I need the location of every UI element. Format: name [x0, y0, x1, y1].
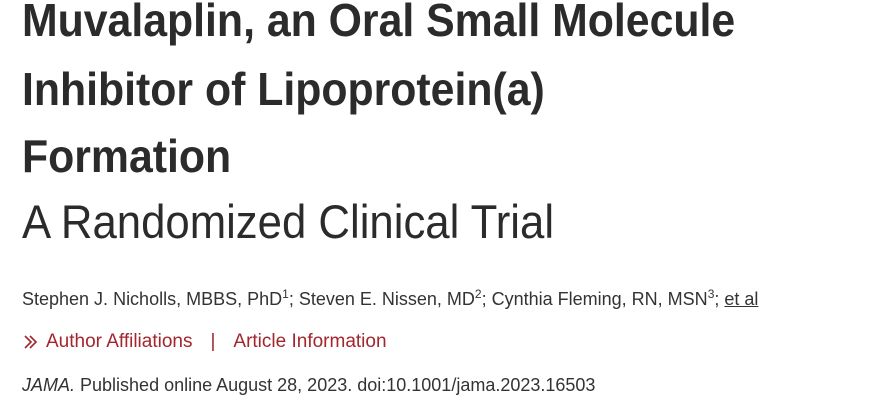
- chevron-icon: [24, 335, 38, 349]
- author-name: Steven E. Nissen, MD: [298, 289, 475, 309]
- authors: Stephen J. Nicholls, MBBS, PhD1; Steven …: [22, 282, 758, 311]
- title-line: Inhibitor of Lipoprotein(a): [22, 63, 545, 115]
- section-link[interactable]: Author Affiliations: [46, 331, 193, 352]
- affiliation-number: 3: [707, 287, 715, 301]
- separator: ;: [481, 289, 487, 309]
- citation-text: Published online August 28, 2023. doi:10…: [80, 375, 596, 395]
- journal-name: JAMA.: [22, 375, 76, 395]
- chevron: [24, 335, 38, 349]
- affiliation-number: 2: [474, 287, 482, 301]
- subtitle: A Randomized Clinical Trial: [22, 195, 555, 248]
- title-line: Formation: [22, 130, 232, 182]
- author-name: Cynthia Fleming, RN, MSN: [491, 289, 708, 309]
- links: Author Affiliations | Article Information: [22, 330, 387, 354]
- et-al-link[interactable]: et al: [724, 289, 759, 309]
- author-name: Stephen J. Nicholls, MBBS, PhD: [22, 289, 283, 309]
- title-line: Muvalaplin, an Oral Small Molecule: [22, 0, 736, 46]
- separator: ;: [714, 289, 720, 309]
- affiliation-number: 1: [282, 287, 289, 301]
- link-separator: |: [210, 331, 216, 352]
- separator: ;: [288, 289, 294, 309]
- citation: JAMA. Published online August 28, 2023. d…: [22, 373, 595, 397]
- section-link[interactable]: Article Information: [233, 331, 387, 352]
